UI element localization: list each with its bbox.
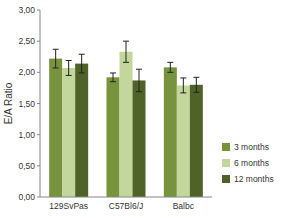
- bar: [120, 52, 133, 197]
- bar: [75, 64, 88, 197]
- legend-swatch: [222, 143, 230, 151]
- x-tick-label: 129SvPas: [49, 201, 88, 211]
- y-tick-label: 0,50: [18, 161, 35, 171]
- error-bar: [79, 54, 85, 73]
- bar: [107, 77, 120, 197]
- x-tick-label: Balbc: [173, 201, 195, 211]
- error-bar: [136, 69, 142, 91]
- error-bar: [110, 73, 116, 82]
- error-bar: [53, 49, 59, 68]
- y-tick-label: 3,00: [18, 5, 35, 15]
- y-tick-label: 1,00: [18, 130, 35, 140]
- legend-swatch: [222, 159, 230, 167]
- x-tick-label: C57Bl6/J: [109, 201, 144, 211]
- bar: [164, 67, 177, 197]
- error-bar: [167, 62, 173, 72]
- legend-label: 12 months: [234, 174, 274, 184]
- y-tick-label: 2,00: [18, 67, 35, 77]
- bar: [62, 68, 75, 197]
- bars: [49, 41, 203, 197]
- error-bar: [66, 60, 72, 75]
- y-axis: [40, 10, 41, 197]
- error-bar: [123, 41, 129, 62]
- y-axis-label: E/A Ratio: [3, 82, 14, 124]
- legend-label: 6 months: [234, 158, 269, 168]
- legend: 3 months 6 months 12 months: [222, 142, 274, 184]
- bar: [49, 59, 62, 197]
- y-tick-label: 1,50: [18, 99, 35, 109]
- bar: [177, 85, 190, 197]
- legend-label: 3 months: [234, 142, 269, 152]
- error-bar: [180, 78, 186, 93]
- y-tick-label: 2,50: [18, 36, 35, 46]
- legend-swatch: [222, 175, 230, 183]
- x-axis: [40, 197, 212, 198]
- bar: [190, 85, 203, 197]
- y-tick-label: 0,00: [18, 192, 35, 202]
- error-bar: [193, 77, 199, 92]
- bar: [133, 80, 146, 197]
- chart: 0,00 0,50 1,00 1,50 2,00 2,50 3,00 E/A Ratio 129…: [0, 0, 300, 218]
